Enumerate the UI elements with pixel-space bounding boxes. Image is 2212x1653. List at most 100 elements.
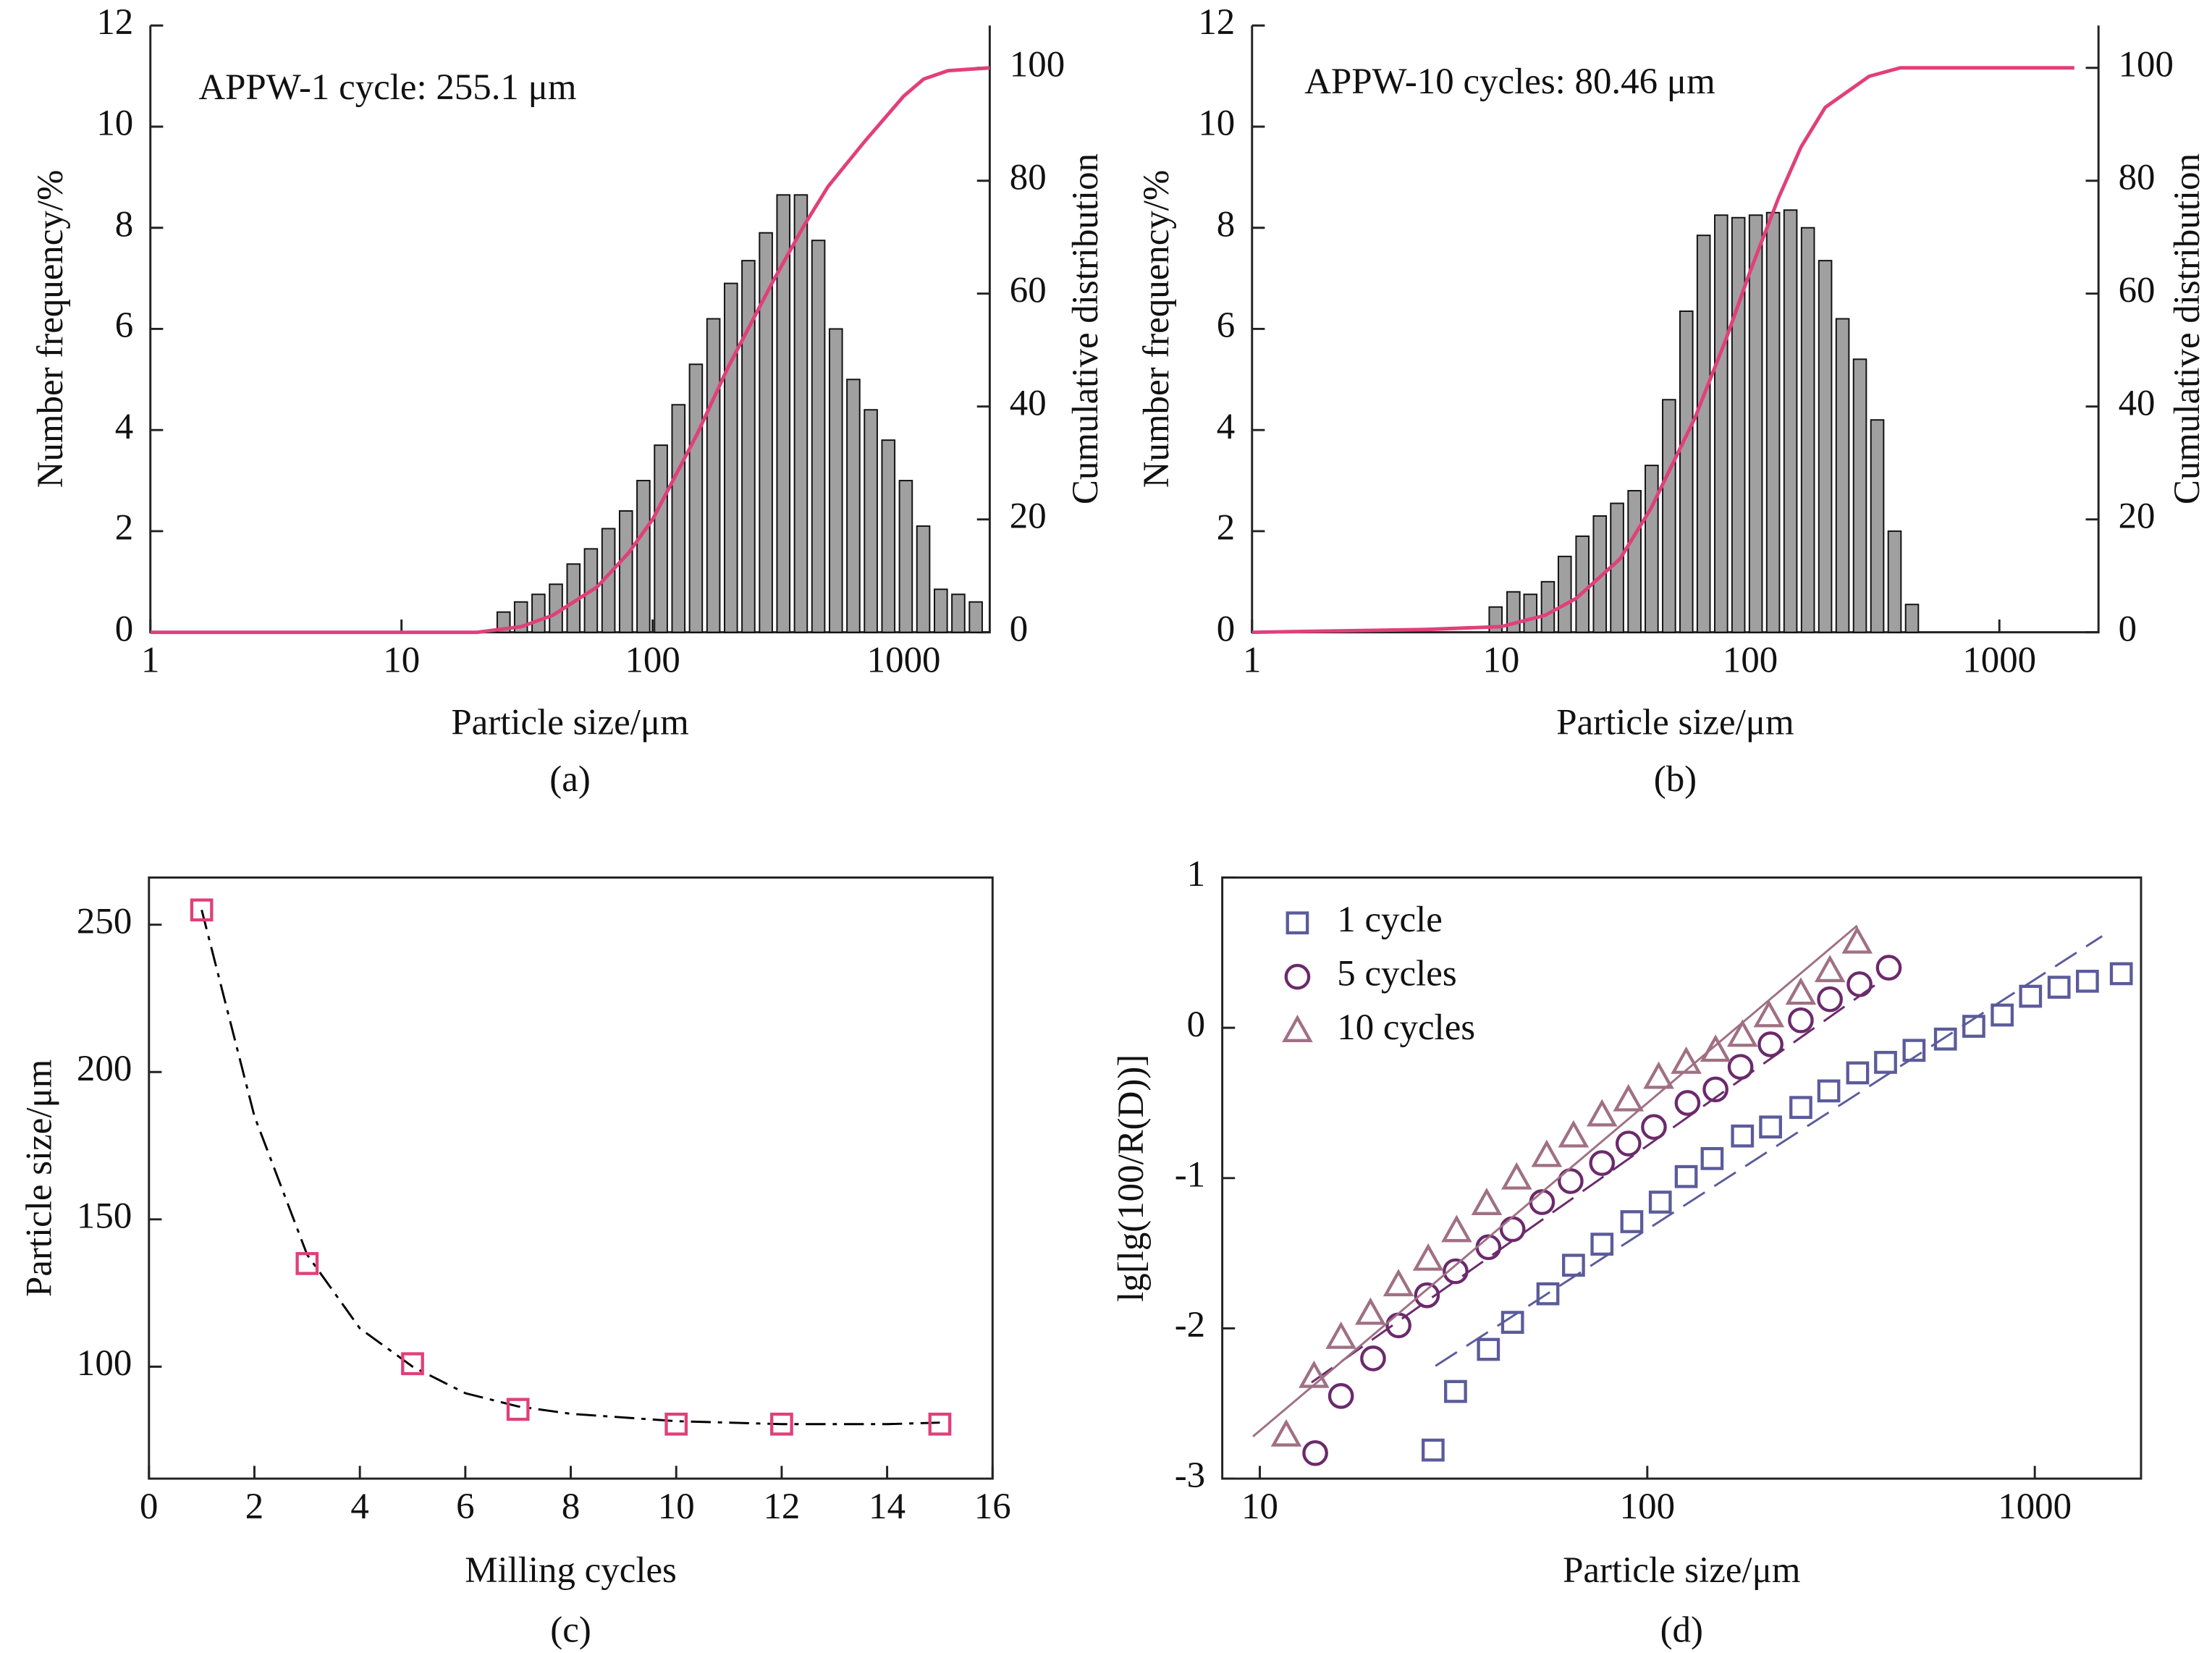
caption: (d): [1660, 1610, 1703, 1650]
marker-square: [2109, 962, 2133, 986]
marker-triangle: [1753, 999, 1785, 1028]
y-axis-label: Particle size/μm: [20, 1060, 60, 1297]
y-tick-label: 100: [77, 1343, 132, 1384]
marker-square: [1648, 1191, 1672, 1214]
marker-circle: [1817, 986, 1843, 1012]
bar: [1800, 227, 1815, 633]
x-axis-label: Particle size/μm: [1556, 703, 1794, 743]
marker-triangle: [1841, 926, 1873, 954]
bar: [1835, 318, 1850, 633]
marker-square: [664, 1412, 688, 1436]
marker-square: [1536, 1282, 1560, 1306]
bar: [881, 439, 896, 633]
marker-circle: [1443, 1258, 1469, 1285]
x-axis-label: Particle size/μm: [1563, 1550, 1800, 1591]
marker-square: [1817, 1079, 1841, 1103]
bar: [741, 260, 756, 633]
marker-square: [1590, 1233, 1614, 1256]
marker-square: [2075, 969, 2099, 993]
marker-square: [1286, 911, 1309, 935]
bar: [1818, 260, 1833, 633]
marker-square: [1700, 1146, 1724, 1170]
x-tick-label: 1: [1243, 640, 1261, 680]
y-tick-label: 2: [1217, 508, 1235, 549]
y-tick-label: -1: [1175, 1154, 1205, 1195]
y-tick-label: 4: [115, 407, 133, 447]
y-tick-label: -2: [1175, 1305, 1205, 1345]
marker-square: [1477, 1337, 1500, 1361]
bar: [1662, 399, 1676, 633]
x-tick-label: 100: [1723, 640, 1778, 680]
bar: [549, 583, 563, 633]
y2-tick-label: 100: [1010, 44, 1065, 85]
y-tick-label: 12: [96, 2, 133, 43]
bar: [776, 194, 791, 633]
marker-square: [1422, 1438, 1445, 1462]
y-axis-label: Number frequency/%: [30, 170, 71, 489]
marker-circle: [1846, 971, 1873, 997]
x-tick-label: 100: [1620, 1487, 1675, 1527]
marker-triangle: [1382, 1269, 1414, 1297]
bar: [828, 328, 843, 633]
y-tick-label: 10: [1198, 103, 1235, 144]
bar: [811, 240, 826, 633]
y-tick-label: 250: [77, 901, 132, 942]
y-tick-label: 0: [115, 609, 133, 649]
y-tick-label: 4: [1217, 407, 1235, 447]
bar: [636, 480, 651, 633]
y2-tick-label: 40: [2119, 383, 2156, 423]
marker-circle: [1558, 1168, 1584, 1194]
y-axis-label: Number frequency/%: [1136, 170, 1177, 489]
marker-square: [2047, 976, 2071, 999]
marker-triangle: [1282, 1015, 1313, 1042]
y2-tick-label: 20: [1010, 496, 1047, 536]
marker-circle: [1641, 1114, 1667, 1141]
x-tick-label: 1000: [1962, 640, 2036, 680]
legend-label: 5 cycles: [1337, 953, 1456, 994]
marker-triangle: [1270, 1419, 1302, 1447]
marker-triangle: [1471, 1188, 1503, 1215]
marker-square: [506, 1398, 530, 1421]
marker-triangle: [1412, 1243, 1444, 1271]
bar: [531, 593, 546, 633]
legend-label: 1 cycle: [1337, 900, 1443, 940]
y2-tick-label: 0: [2119, 609, 2137, 649]
x-tick-label: 2: [245, 1487, 263, 1527]
y-tick-label: 8: [1217, 204, 1235, 245]
marker-circle: [1499, 1216, 1526, 1243]
marker-triangle: [1558, 1120, 1590, 1148]
cumulative-line: [1251, 66, 2074, 635]
x-tick-label: 1: [141, 640, 159, 680]
caption: (c): [550, 1610, 591, 1650]
y-tick-label: 6: [115, 305, 133, 346]
fit-line: [1435, 935, 2103, 1367]
y-tick-label: 1: [1187, 854, 1205, 895]
bar: [1523, 593, 1538, 633]
marker-square: [1874, 1051, 1897, 1074]
bar: [1679, 310, 1694, 633]
x-tick-label: 8: [562, 1487, 580, 1527]
x-tick-label: 6: [456, 1487, 474, 1527]
x-tick-label: 14: [869, 1487, 906, 1527]
plot-frame: [148, 876, 994, 1480]
marker-square: [1500, 1311, 1524, 1334]
bar: [1627, 490, 1642, 633]
marker-square: [1962, 1015, 1985, 1038]
marker-circle: [1615, 1130, 1642, 1157]
marker-circle: [1727, 1054, 1754, 1080]
bar: [951, 593, 966, 633]
y2-axis-label: Cumulative distribution: [1065, 153, 1106, 504]
marker-square: [1674, 1164, 1698, 1188]
bar: [1887, 530, 1902, 633]
marker-triangle: [1531, 1139, 1563, 1167]
marker-square: [1444, 1379, 1467, 1403]
bar: [1870, 419, 1885, 633]
bar: [723, 282, 738, 633]
marker-circle: [1875, 955, 1902, 981]
x-tick-label: 10: [383, 640, 420, 680]
marker-circle: [1475, 1234, 1502, 1261]
bar: [1557, 555, 1572, 633]
caption: (a): [549, 759, 591, 800]
marker-triangle: [1613, 1083, 1645, 1112]
